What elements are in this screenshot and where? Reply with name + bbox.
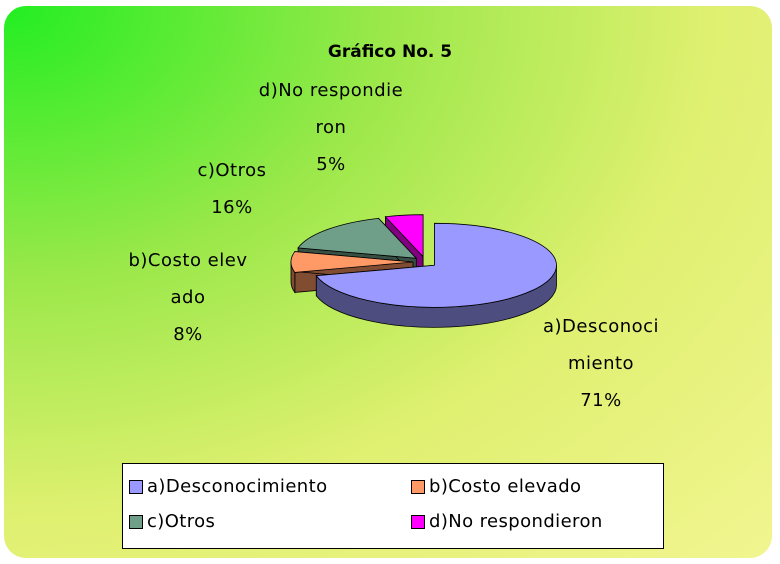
legend-swatch [411,514,425,529]
legend-entry: a)Desconocimiento [129,476,327,497]
legend-label: c)Otros [147,511,216,532]
pie-slice [315,222,557,328]
slice-top [384,214,424,258]
slice-top [297,217,418,259]
legend-label: a)Desconocimiento [147,476,328,497]
legend-label: b)Costo elevado [429,476,582,497]
legend-swatch [411,479,425,494]
data-label-value: 16% [211,197,253,218]
chart-title: Gráfico No. 5 [327,42,453,62]
data-label-name: b)Costo elevado [128,250,248,308]
data-label-name: a)Desconocimiento [542,316,660,374]
legend-label: d)No respondieron [429,511,603,532]
slice-top [315,222,557,308]
legend: a)Desconocimiento b)Costo elevado c)Otros d… [122,463,664,549]
legend-entry: b)Costo elevado [411,476,581,497]
data-label-name: d)No respondieron [258,80,404,138]
data-label-value: 5% [316,154,346,175]
data-label-value: 8% [173,324,203,345]
data-label: d)No respondieron 5% [256,72,406,183]
legend-swatch [129,514,143,529]
legend-swatch [129,479,143,494]
data-label: a)Desconocimiento 71% [540,308,662,419]
data-label-value: 71% [580,390,622,411]
legend-entry: d)No respondieron [411,511,603,532]
legend-entry: c)Otros [129,511,215,532]
data-label: c)Otros 16% [180,152,284,226]
data-label: b)Costo elevado 8% [128,242,248,353]
slice-top [290,251,414,273]
data-label-name: c)Otros [197,160,267,181]
